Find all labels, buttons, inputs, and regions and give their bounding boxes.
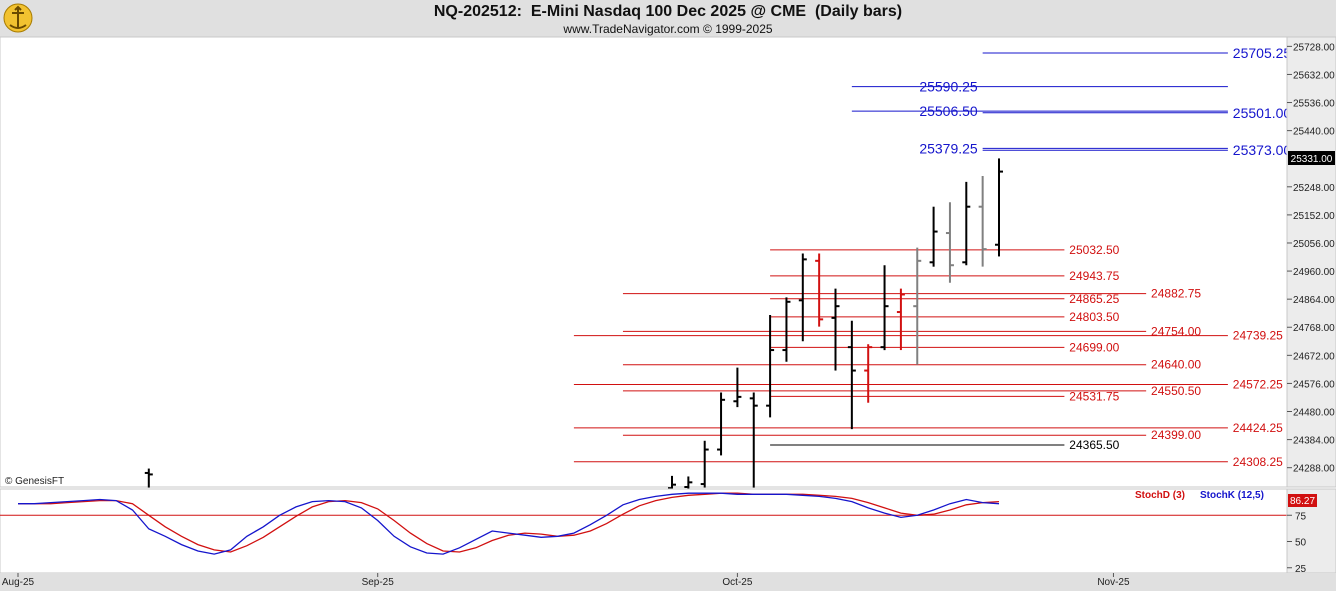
chart-title: NQ-202512: E-Mini Nasdaq 100 Dec 2025 @ … — [433, 3, 903, 20]
price-tick-label: 24672.00 — [1293, 351, 1335, 362]
stochastic-panel: StochD (3) StochK (12,5) — [0, 488, 1288, 574]
level-label: 25373.00 — [1233, 142, 1292, 158]
price-tick-label: 25056.00 — [1293, 239, 1335, 250]
ohlc-bar — [717, 392, 726, 456]
stoch-tick-label: 25 — [1295, 564, 1307, 575]
level-label: 25379.25 — [919, 140, 978, 156]
ohlc-bar — [913, 247, 922, 365]
ohlc-bar — [896, 288, 905, 351]
ohlc-bar — [880, 265, 889, 351]
price-tick-label: 24864.00 — [1293, 295, 1335, 306]
date-tick-label: Aug-25 — [2, 577, 35, 588]
level-label: 24699.00 — [1069, 340, 1119, 354]
last-price-label: 25331.00 — [1291, 154, 1333, 165]
level-label: 25705.25 — [1233, 45, 1292, 61]
ohlc-bar — [798, 253, 807, 342]
date-tick-label: Oct-25 — [722, 577, 752, 588]
level-label: 24424.25 — [1233, 421, 1283, 435]
price-tick-label: 24288.00 — [1293, 464, 1335, 475]
stoch-tick-label: 75 — [1295, 511, 1307, 522]
ohlc-bar — [749, 392, 758, 488]
price-panel-border — [0, 36, 1288, 488]
price-tick-label: 24768.00 — [1293, 323, 1335, 334]
level-label: 25032.50 — [1069, 243, 1119, 257]
ohlc-bar — [782, 297, 791, 362]
ohlc-bar — [847, 320, 856, 430]
stoch-value-label: 86.27 — [1290, 496, 1315, 507]
level-label: 24308.25 — [1233, 455, 1283, 469]
tradenavigator-logo-icon — [3, 3, 33, 33]
last-price-badge — [1288, 151, 1335, 165]
level-label: 24531.75 — [1069, 389, 1119, 403]
level-label: 24365.50 — [1069, 438, 1119, 452]
price-tick-label: 24960.00 — [1293, 267, 1335, 278]
price-tick-label: 25632.00 — [1293, 70, 1335, 81]
watermark-text: © GenesisFT — [5, 476, 64, 487]
price-panel: 25705.25 25590.25 25506.50 25501.00 25379.25… — [0, 36, 1292, 490]
stochastic-lines — [0, 492, 1287, 555]
level-label: 24739.25 — [1233, 329, 1283, 343]
price-axis-ticks: 25728.00 25632.00 25536.00 25440.00 25248.00… — [1287, 42, 1335, 475]
ohlc-bar — [962, 181, 971, 266]
level-label: 24865.25 — [1069, 292, 1119, 306]
price-tick-label: 24576.00 — [1293, 379, 1335, 390]
ohlc-bar — [945, 202, 954, 283]
stoch-k-legend: StochK (12,5) — [1200, 490, 1264, 501]
stochastic-axis: 75 50 25 86.27 — [1286, 488, 1336, 575]
level-label: 25506.50 — [919, 103, 978, 119]
ohlc-bar — [668, 475, 676, 490]
price-tick-label: 25440.00 — [1293, 127, 1335, 138]
ohlc-bar — [978, 175, 987, 267]
bars-layer — [144, 158, 1003, 490]
level-label: 24803.50 — [1069, 310, 1119, 324]
stoch-value-badge — [1288, 494, 1317, 507]
level-label: 24399.00 — [1151, 428, 1201, 442]
chart-subtitle: www.TradeNavigator.com © 1999-2025 — [563, 22, 773, 36]
ohlc-bar — [733, 367, 742, 408]
ohlc-bar — [700, 440, 709, 488]
stoch-tick-label: 50 — [1295, 538, 1307, 549]
ohlc-bar — [831, 288, 840, 371]
ohlc-bar — [929, 206, 938, 267]
price-tick-label: 25248.00 — [1293, 183, 1335, 194]
ohlc-bar — [864, 344, 873, 403]
levels-layer: 25705.25 25590.25 25506.50 25501.00 25379.25… — [573, 45, 1292, 469]
level-label: 24754.00 — [1151, 324, 1201, 338]
level-label: 24640.00 — [1151, 358, 1201, 372]
price-axis: 25728.00 25632.00 25536.00 25440.00 25248.00… — [1286, 36, 1336, 488]
level-label: 25501.00 — [1233, 105, 1292, 121]
chart-header: NQ-202512: E-Mini Nasdaq 100 Dec 2025 @ … — [0, 0, 1336, 37]
price-tick-label: 24384.00 — [1293, 436, 1335, 447]
stoch-series-line — [18, 492, 1000, 555]
level-label: 24882.75 — [1151, 287, 1201, 301]
date-axis-ticks: Aug-25 Sep-25 Oct-25 Nov-25 — [2, 573, 1130, 588]
level-label: 24572.25 — [1233, 378, 1283, 392]
ohlc-bar — [684, 476, 693, 490]
ohlc-bar — [144, 468, 153, 488]
level-label: 24550.50 — [1151, 384, 1201, 398]
stochastic-axis-ticks: 75 50 25 — [1287, 511, 1307, 575]
price-tick-label: 25728.00 — [1293, 42, 1335, 53]
level-label: 25590.25 — [919, 79, 978, 95]
date-tick-label: Sep-25 — [362, 577, 395, 588]
level-label: 24943.75 — [1069, 269, 1119, 283]
stoch-d-legend: StochD (3) — [1135, 490, 1185, 501]
price-tick-label: 24480.00 — [1293, 408, 1335, 419]
ohlc-bar — [766, 314, 775, 418]
date-axis: Aug-25 Sep-25 Oct-25 Nov-25 — [0, 573, 1336, 591]
ohlc-bar — [995, 158, 1003, 257]
ohlc-bar — [815, 253, 824, 327]
date-tick-label: Nov-25 — [1097, 577, 1130, 588]
price-tick-label: 25152.00 — [1293, 211, 1335, 222]
price-tick-label: 25536.00 — [1293, 99, 1335, 110]
stoch-series-line — [18, 492, 1000, 553]
